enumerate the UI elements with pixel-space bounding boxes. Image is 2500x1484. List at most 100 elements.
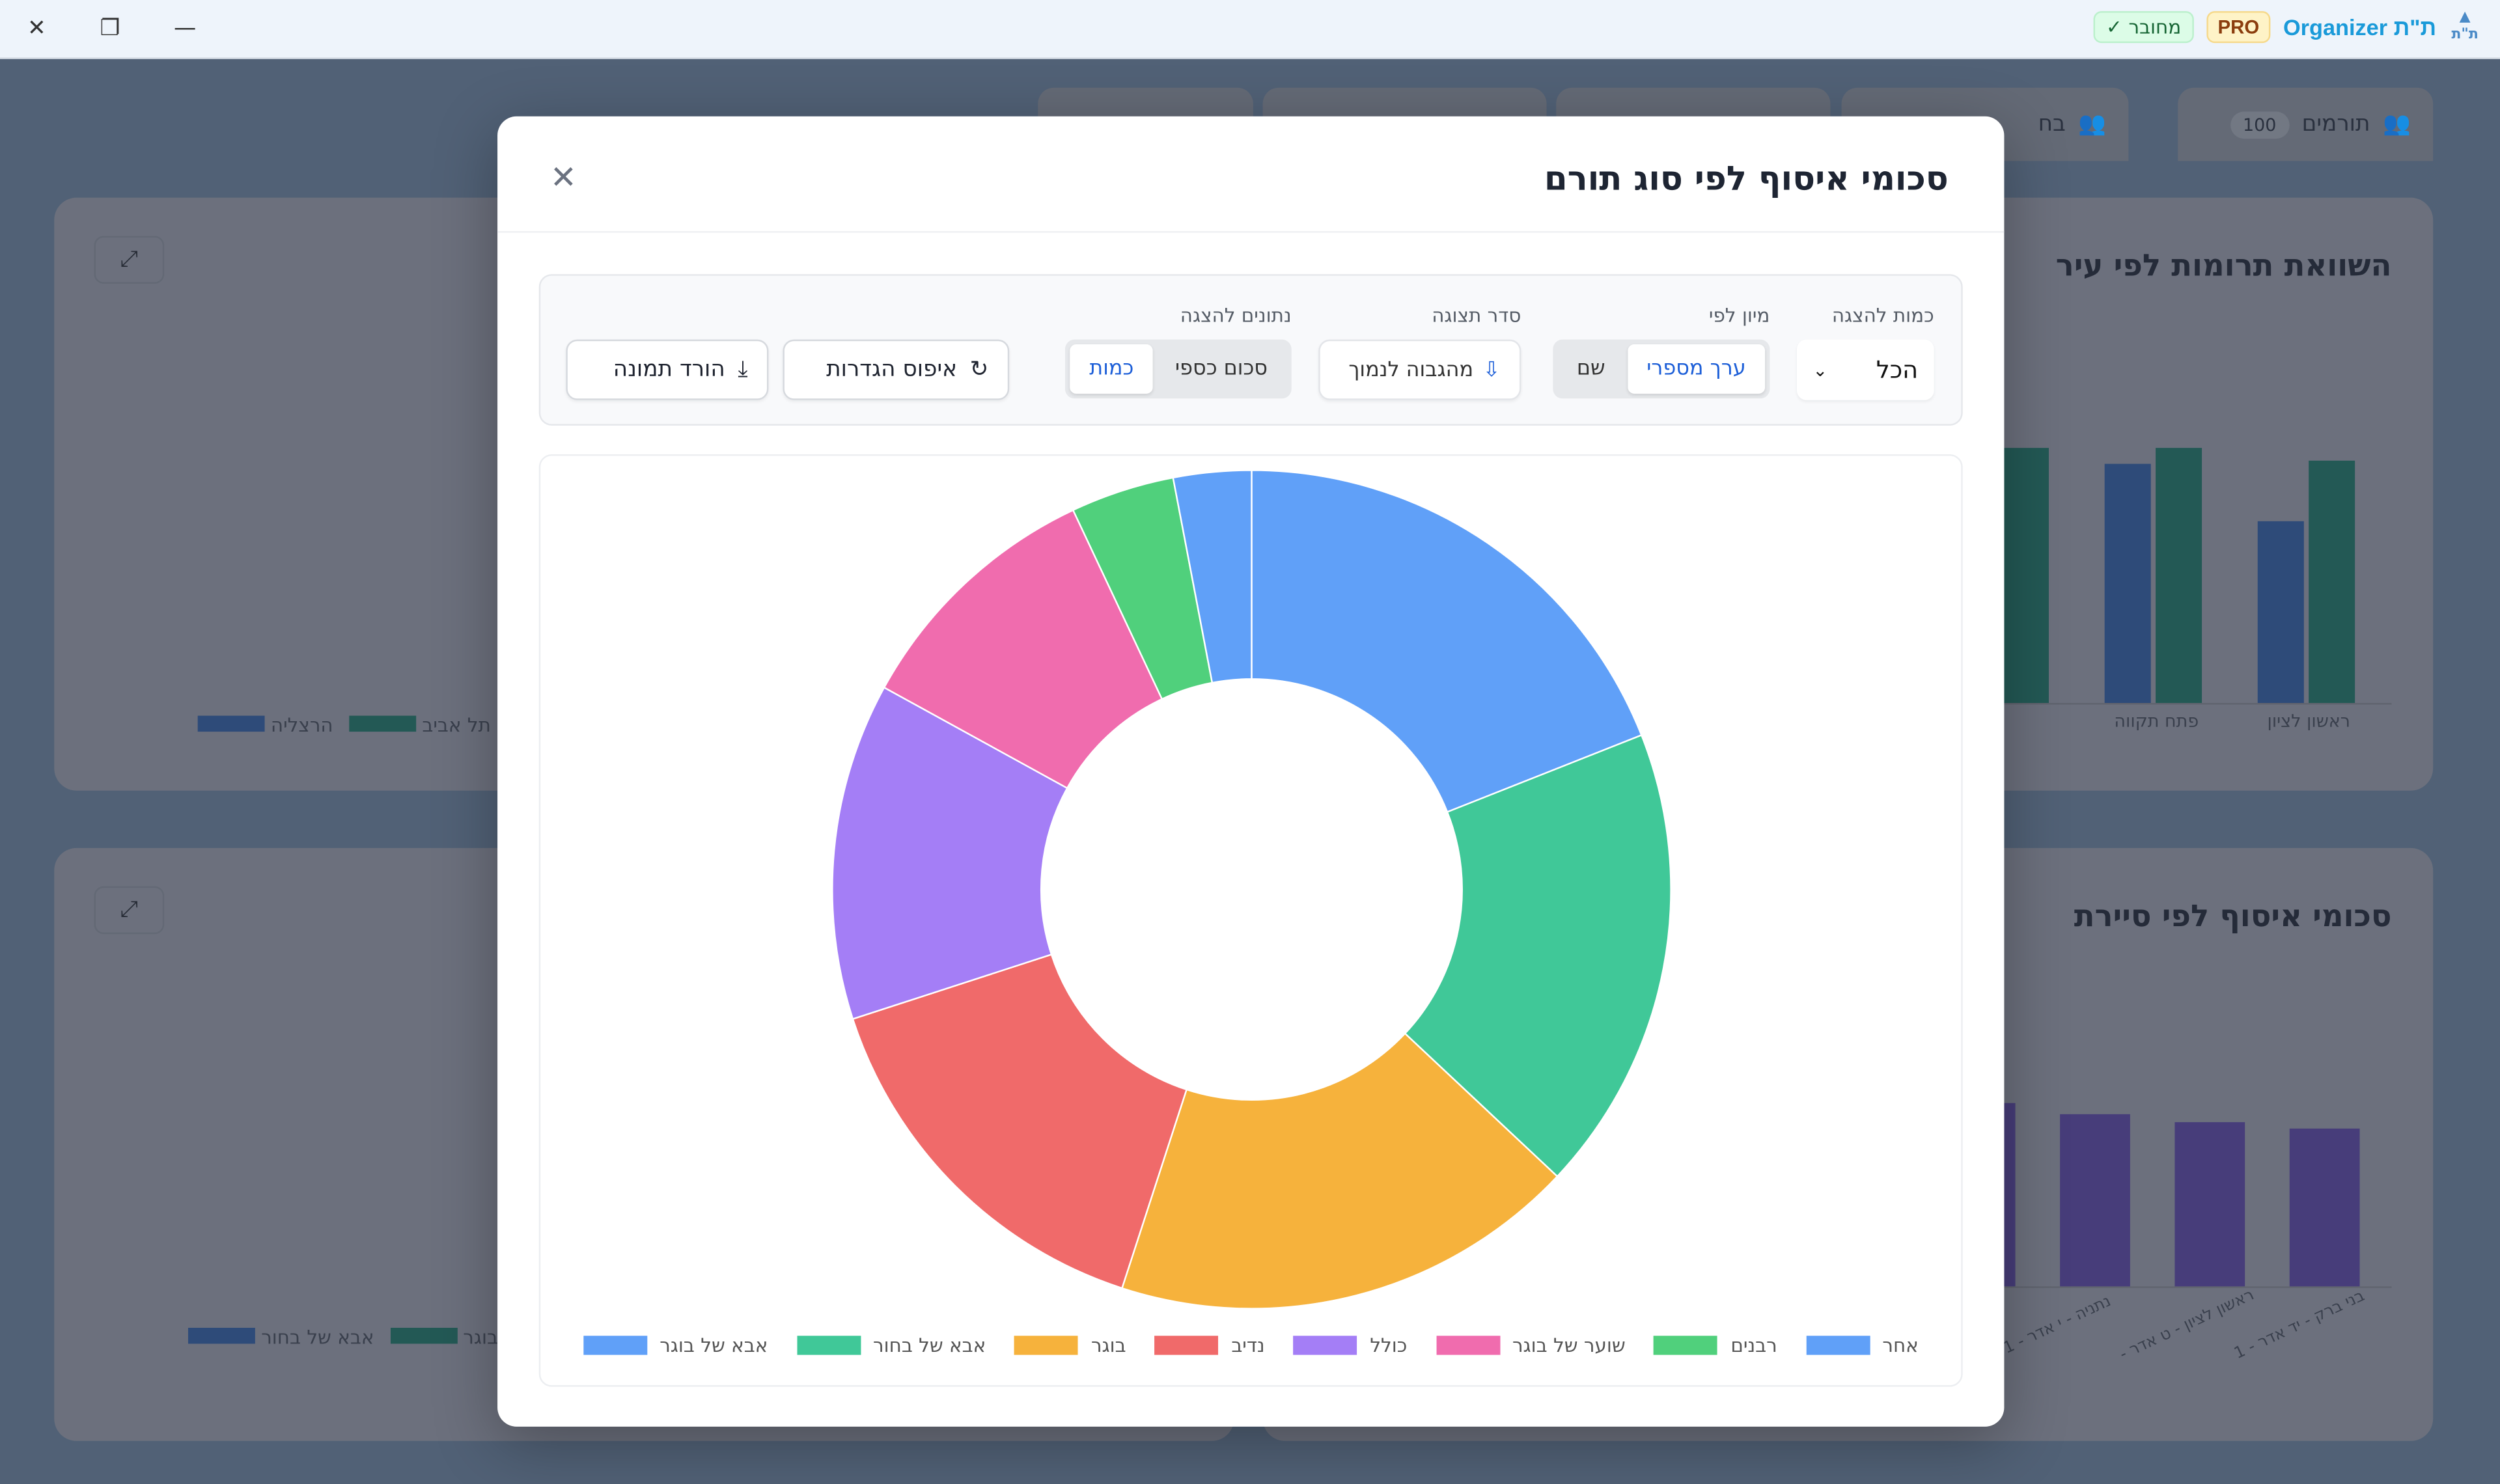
donut-slice[interactable] xyxy=(1172,469,1253,684)
bar xyxy=(2289,1128,2360,1287)
legend-label: שוער של בוגר xyxy=(1512,1334,1626,1357)
x-tick-label: נתניה - י אדר - 1 xyxy=(2001,1293,2114,1358)
bar xyxy=(2309,461,2355,704)
chart-controls: כמות להצגה הכל ⌄ מיון לפי ערך מספרי שם סד… xyxy=(538,274,1963,426)
donut-chart-panel: אבא של בוגר אבא של בחור בוגר נדיב כולל שוער ש… xyxy=(538,454,1963,1387)
legend-swatch xyxy=(1805,1336,1870,1355)
x-tick-label: ראשון לציון xyxy=(2267,711,2351,732)
chart-modal: סכומי איסוף לפי סוג תורם ✕ כמות להצגה הכ… xyxy=(497,116,2005,1427)
legend-item[interactable]: כולל xyxy=(1293,1334,1408,1357)
legend-label: רבנים xyxy=(1730,1334,1777,1357)
donut-slice[interactable] xyxy=(1120,1032,1559,1310)
legend-label: אבא של בחור xyxy=(873,1334,986,1357)
legend-item: הרצליה xyxy=(197,714,333,736)
close-window-button[interactable]: ✕ xyxy=(27,16,46,42)
legend-label: אחר xyxy=(1882,1334,1919,1357)
legend-swatch xyxy=(796,1336,861,1355)
app-logo: ▲ ת"ת xyxy=(2451,9,2479,44)
bar xyxy=(2060,1114,2130,1287)
donut-slice[interactable] xyxy=(852,953,1188,1289)
bar xyxy=(2156,447,2202,704)
legend-label: אבא של בוגר xyxy=(660,1334,768,1357)
legend-item[interactable]: אבא של בוגר xyxy=(583,1334,768,1356)
amount-label: כמות להצגה xyxy=(1831,304,1934,327)
legend-label: בוגר xyxy=(1090,1334,1126,1357)
chevron-down-icon: ⌄ xyxy=(1812,359,1828,381)
x-tick-label: פתח תקווה xyxy=(2114,711,2199,732)
reset-settings-button[interactable]: ↻ איפוס הגדרות xyxy=(783,339,1010,400)
sort-toggle: ערך מספרי שם xyxy=(1553,339,1770,399)
data-label: נתונים להצגה xyxy=(1180,304,1292,327)
donut-chart xyxy=(831,469,1672,1310)
reset-label: איפוס הגדרות xyxy=(826,357,958,383)
card-title: סכומי איסוף לפי סיירת xyxy=(2074,899,2392,935)
pro-badge: PRO xyxy=(2206,11,2271,44)
legend-swatch xyxy=(1293,1336,1357,1355)
legend: תל אביב הרצליה xyxy=(197,714,491,736)
legend-swatch xyxy=(1154,1336,1219,1355)
minimize-window-button[interactable]: — xyxy=(173,16,197,42)
title-bar: ✕ ❐ — ▲ ת"ת ת"ת Organizer PRO מחובר ✓ xyxy=(0,0,2500,59)
brand: ▲ ת"ת ת"ת Organizer PRO מחובר ✓ xyxy=(2093,10,2480,45)
download-label: הורד תמונה xyxy=(613,357,725,383)
sort-option-name[interactable]: שם xyxy=(1576,357,1605,381)
legend-item[interactable]: שוער של בוגר xyxy=(1436,1334,1626,1357)
tab-donors[interactable]: 👥 תורמים 100 xyxy=(2178,87,2434,161)
count-badge: 100 xyxy=(2230,111,2290,138)
legend-swatch xyxy=(1014,1336,1079,1355)
status-label: מחובר xyxy=(2128,16,2182,38)
legend-item[interactable]: נדיב xyxy=(1154,1334,1265,1357)
tab-label: תורמים xyxy=(2301,111,2370,137)
users-icon: 👥 xyxy=(2383,111,2411,137)
download-icon: ⤓ xyxy=(738,357,748,383)
restore-window-button[interactable]: ❐ xyxy=(100,16,120,42)
order-label: סדר תצוגה xyxy=(1432,304,1521,327)
donut-slice[interactable] xyxy=(1251,469,1643,814)
card-title: השוואת תרומות לפי עיר xyxy=(2055,249,2392,284)
bar xyxy=(2104,464,2151,704)
bar xyxy=(2257,520,2304,704)
legend-item[interactable]: אבא של בחור xyxy=(796,1334,986,1356)
expand-button[interactable]: ⤢ xyxy=(94,886,165,935)
expand-button[interactable]: ⤢ xyxy=(94,236,165,284)
close-modal-button[interactable]: ✕ xyxy=(549,158,577,197)
legend-item: בוגר xyxy=(390,1326,498,1349)
legend-label: כולל xyxy=(1370,1334,1408,1357)
legend-item: אבא של בחור xyxy=(188,1326,374,1349)
legend-label: נדיב xyxy=(1231,1334,1265,1357)
amount-select[interactable]: הכל ⌄ xyxy=(1797,339,1934,400)
connection-status-badge: מחובר ✓ xyxy=(2093,11,2194,44)
legend-item[interactable]: רבנים xyxy=(1654,1334,1777,1356)
order-select[interactable]: ⇩ מהגבוה לנמוך xyxy=(1318,339,1521,400)
legend-item[interactable]: אחר xyxy=(1805,1334,1919,1357)
donut-slice[interactable] xyxy=(883,509,1163,790)
app-name: ת"ת Organizer xyxy=(2283,14,2437,40)
reset-icon: ↻ xyxy=(969,357,989,383)
bar xyxy=(2174,1121,2245,1287)
data-option-amount[interactable]: סכום כספי xyxy=(1175,357,1268,381)
download-image-button[interactable]: ⤓ הורד תמונה xyxy=(566,339,769,400)
tab-label: בח xyxy=(2038,111,2066,137)
legend-swatch xyxy=(1654,1336,1718,1355)
order-value: מהגבוה לנמוך xyxy=(1348,357,1474,382)
donut-slice[interactable] xyxy=(1404,734,1672,1178)
legend-swatch xyxy=(583,1336,647,1355)
sort-option-numeric[interactable]: ערך מספרי xyxy=(1627,344,1766,394)
users-icon: 👥 xyxy=(2078,111,2107,137)
data-option-count[interactable]: כמות xyxy=(1070,344,1153,394)
amount-value: הכל xyxy=(1876,355,1919,385)
sort-desc-icon: ⇩ xyxy=(1482,357,1501,382)
modal-header: סכומי איסוף לפי סוג תורם ✕ xyxy=(497,117,2005,233)
bar xyxy=(2002,447,2049,704)
legend-item[interactable]: בוגר xyxy=(1014,1334,1126,1356)
sort-label: מיון לפי xyxy=(1708,304,1770,327)
donut-slice[interactable] xyxy=(831,686,1068,1021)
modal-title: סכומי איסוף לפי סוג תורם xyxy=(1544,159,1949,198)
chart-legend: אבא של בוגר אבא של בחור בוגר נדיב כולל שוער ש… xyxy=(540,1334,1961,1356)
legend: בוגר אבא של בחור xyxy=(188,1326,498,1349)
data-toggle: סכום כספי כמות xyxy=(1065,339,1292,399)
legend-swatch xyxy=(1436,1336,1500,1355)
legend-item: תל אביב xyxy=(349,714,491,736)
check-circle-icon: ✓ xyxy=(2106,16,2122,38)
